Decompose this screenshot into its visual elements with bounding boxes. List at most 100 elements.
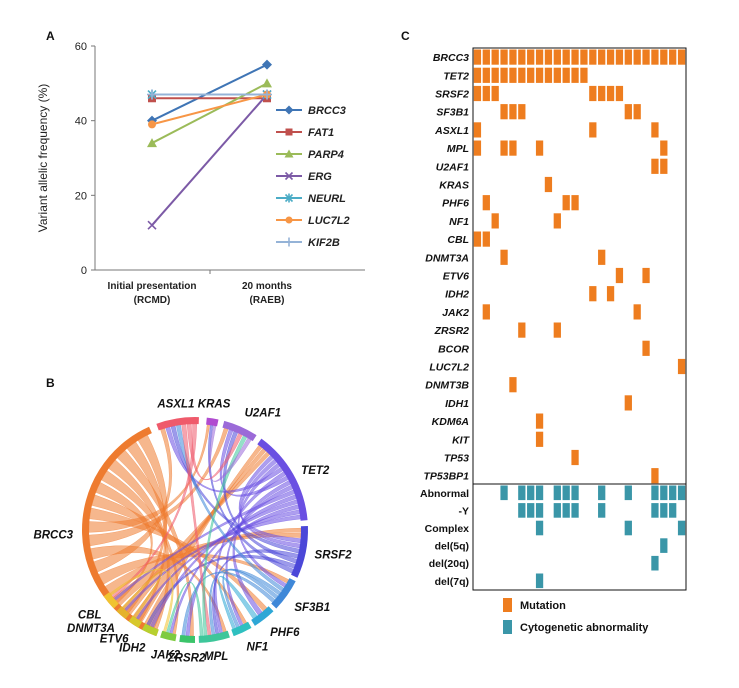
cyto-cell — [598, 503, 606, 518]
axes: 0 20 40 60 Initial presentation (RCMD) 20 mont… — [75, 41, 365, 306]
mutation-cell — [669, 49, 677, 65]
chord-label-cbl: CBL — [78, 609, 102, 621]
mutation-cell — [509, 49, 517, 65]
legend-label: FAT1 — [308, 127, 334, 139]
x-tick-label: 20 months — [242, 281, 292, 292]
data-point — [147, 138, 157, 148]
mutation-cell — [500, 104, 508, 120]
legend-entry: LUC7L2 — [276, 215, 350, 227]
mutation-cell — [473, 231, 482, 247]
cyto-label: Abnormal — [420, 488, 469, 500]
cyto-cell — [535, 520, 544, 536]
chord-arc-dnmt3a — [116, 606, 130, 620]
chord-link — [88, 427, 229, 547]
mutation-cell — [482, 231, 490, 247]
chord-label-asxl1: ASXL1 — [156, 399, 194, 411]
mutation-cell — [482, 49, 490, 65]
gene-label: BRCC3 — [433, 52, 469, 64]
chord-link — [165, 426, 284, 493]
chord-arc-jak2 — [160, 630, 177, 642]
chord-arc-mpl — [198, 630, 230, 643]
mutation-cell — [598, 85, 606, 102]
gene-label: CBL — [447, 234, 469, 246]
mutation-cell — [571, 195, 579, 211]
mutation-cell — [553, 322, 561, 338]
cyto-cell — [669, 503, 677, 518]
mutation-cell — [633, 104, 641, 120]
chord-arc-idh2 — [141, 623, 159, 637]
gene-label: IDH2 — [445, 289, 469, 301]
data-point — [148, 120, 156, 129]
chord-label-mpl: MPL — [204, 651, 228, 663]
mutation-cell — [500, 67, 508, 83]
mutation-cell — [527, 67, 535, 83]
mutation-cell — [553, 213, 561, 229]
y-axis-label: Variant allelic frequency (%) — [36, 84, 50, 233]
chord-arcs — [82, 417, 308, 643]
mutation-cell — [491, 85, 499, 102]
data-point — [285, 216, 293, 224]
data-point — [285, 128, 293, 136]
mutation-cell — [651, 49, 659, 65]
legend-label: LUC7L2 — [308, 215, 350, 227]
mutation-cell — [589, 85, 597, 102]
mutation-cell — [535, 413, 544, 429]
mutation-cell — [589, 49, 597, 65]
mutation-cell — [598, 249, 606, 265]
chord-label-tet2: TET2 — [301, 465, 330, 477]
chord-link — [219, 429, 289, 497]
chord-label-sf3b1: SF3B1 — [294, 602, 330, 614]
series-erg — [147, 89, 272, 230]
chord-link — [90, 545, 227, 633]
mutation-cell — [500, 249, 508, 265]
cyto-cell — [553, 503, 561, 518]
legend-label: KIF2B — [308, 237, 340, 249]
mutation-cell — [553, 67, 561, 83]
chord-label-dnmt3a: DNMT3A — [67, 623, 115, 635]
mutation-cell — [518, 49, 526, 65]
cyto-cell — [598, 485, 606, 501]
series-brcc3 — [147, 59, 272, 126]
cyto-cell — [553, 485, 561, 501]
gene-label: ASXL1 — [434, 125, 469, 137]
legend-label: BRCC3 — [308, 105, 346, 117]
y-tick-label: 40 — [75, 116, 87, 128]
cyto-cell — [518, 503, 526, 518]
gene-label: TP53 — [444, 453, 469, 465]
mutation-cell — [482, 85, 490, 102]
gene-label: U2AF1 — [436, 161, 469, 173]
mutation-cell — [615, 85, 624, 102]
legend-entry: BRCC3 — [276, 105, 346, 117]
mutation-cell — [562, 67, 570, 83]
chord-link — [108, 459, 170, 630]
chord-arc-u2af1 — [222, 420, 257, 442]
gene-label: TET2 — [443, 70, 469, 82]
cyto-cell — [535, 573, 544, 589]
series-line — [151, 93, 268, 126]
gene-label: BCOR — [438, 343, 469, 355]
series-line — [151, 63, 268, 122]
mutation-cell — [651, 158, 659, 174]
chord-link — [181, 424, 212, 636]
mutation-cell — [580, 67, 588, 83]
data-point — [262, 59, 272, 70]
mutation-cell — [606, 286, 615, 302]
cyto-cell — [624, 520, 632, 536]
panel-letter-b: B — [46, 376, 55, 390]
series-lines — [147, 59, 272, 230]
chord-diagram: BRCC3 ASXL1 KRAS U2AF1 TET2 SRSF2 SF3B1 PHF6NF1… — [33, 399, 352, 665]
x-tick-label: Initial presentation — [108, 281, 197, 292]
mutation-cell — [491, 49, 499, 65]
y-tick-label: 20 — [75, 190, 87, 202]
chord-arc-asxl1 — [156, 417, 199, 431]
mutation-cell — [651, 122, 659, 138]
chord-label-idh2: IDH2 — [119, 642, 146, 654]
mutation-cell — [571, 49, 579, 65]
cyto-cell — [677, 485, 686, 501]
cyto-cell — [660, 503, 668, 518]
legend-label: Mutation — [520, 600, 566, 612]
legend: BRCC3 FAT1 PARP4 ERG NEURL LUC7L2 KIF2B — [276, 105, 350, 249]
gene-label: ZRSR2 — [434, 325, 470, 337]
chord-link — [222, 431, 298, 564]
mutation-cell — [562, 195, 570, 211]
